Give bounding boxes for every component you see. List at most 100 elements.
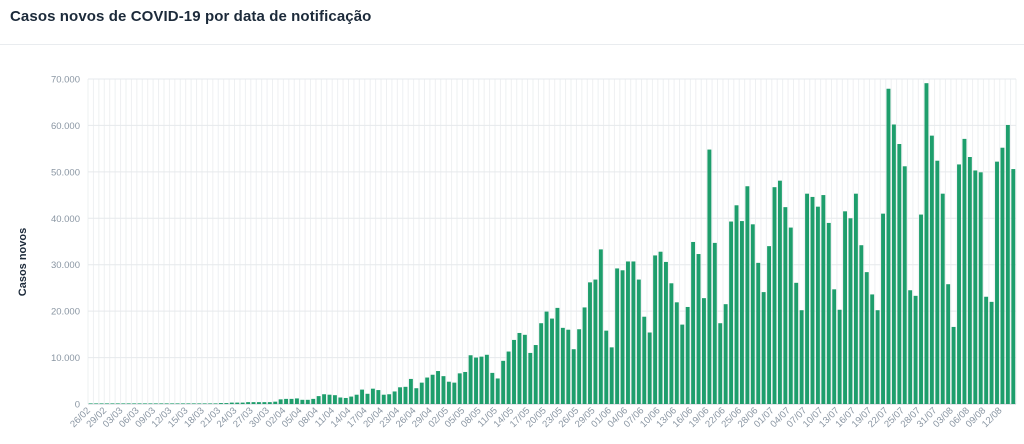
bar bbox=[463, 371, 468, 404]
bar bbox=[398, 387, 403, 404]
bar bbox=[197, 403, 202, 404]
y-tick-label: 0 bbox=[75, 400, 80, 411]
bar bbox=[186, 403, 191, 404]
bar bbox=[484, 354, 489, 404]
bar bbox=[669, 283, 674, 404]
bar bbox=[626, 261, 630, 404]
bar bbox=[685, 306, 690, 404]
bar bbox=[294, 398, 299, 404]
bar bbox=[164, 403, 169, 404]
bar bbox=[853, 193, 858, 404]
bar bbox=[474, 357, 478, 404]
bar bbox=[723, 304, 728, 404]
bar bbox=[528, 352, 533, 404]
bar bbox=[322, 394, 327, 404]
bar bbox=[338, 397, 343, 404]
bar bbox=[430, 374, 435, 404]
bar bbox=[832, 289, 837, 404]
bar bbox=[343, 397, 348, 404]
bar bbox=[533, 345, 538, 404]
bar bbox=[935, 160, 940, 404]
bar bbox=[262, 402, 267, 404]
bar bbox=[202, 403, 207, 404]
bar bbox=[235, 402, 240, 404]
bar bbox=[859, 245, 864, 404]
bar bbox=[989, 301, 994, 404]
bar bbox=[615, 268, 620, 404]
bar bbox=[99, 403, 104, 404]
bar bbox=[251, 402, 256, 404]
bar bbox=[647, 332, 652, 404]
bar bbox=[598, 249, 603, 404]
bar bbox=[219, 403, 223, 404]
bar bbox=[940, 193, 945, 404]
bar bbox=[696, 254, 701, 404]
bar bbox=[522, 334, 527, 404]
bar bbox=[881, 213, 885, 404]
bar bbox=[984, 296, 989, 404]
bar bbox=[490, 372, 495, 404]
bar bbox=[273, 401, 278, 404]
bar bbox=[718, 323, 723, 404]
bar bbox=[170, 403, 175, 404]
bar bbox=[495, 378, 500, 404]
bar bbox=[875, 310, 880, 404]
bar bbox=[799, 310, 804, 404]
bar bbox=[620, 270, 625, 404]
bar bbox=[305, 399, 310, 404]
bar bbox=[951, 326, 956, 404]
bar bbox=[995, 161, 999, 404]
bar bbox=[843, 211, 848, 404]
y-tick-label: 30.000 bbox=[51, 260, 80, 271]
bar bbox=[653, 255, 658, 404]
bar bbox=[246, 402, 251, 404]
bar bbox=[707, 149, 712, 404]
bar bbox=[658, 251, 663, 404]
bar bbox=[506, 351, 511, 404]
bar bbox=[284, 398, 289, 404]
bar bbox=[729, 221, 734, 404]
bar bbox=[370, 388, 375, 404]
bar bbox=[446, 381, 451, 404]
bar bbox=[311, 398, 316, 404]
bar bbox=[680, 324, 685, 404]
bar bbox=[105, 403, 109, 404]
bar bbox=[1000, 147, 1005, 404]
bar bbox=[153, 403, 158, 404]
bar bbox=[745, 186, 750, 404]
bar bbox=[436, 371, 440, 404]
bar bbox=[604, 330, 609, 404]
bar bbox=[126, 403, 131, 404]
bar bbox=[631, 261, 636, 404]
bar bbox=[419, 382, 424, 404]
bar bbox=[349, 396, 354, 404]
bars bbox=[88, 83, 1016, 404]
bar bbox=[137, 403, 142, 404]
bar bbox=[468, 355, 473, 404]
bar bbox=[571, 349, 576, 404]
bar bbox=[582, 307, 587, 404]
y-axis-ticks: 0 10.000 20.000 30.000 40.000 50.000 60.000 70.… bbox=[51, 75, 80, 411]
bar bbox=[636, 279, 641, 404]
bar bbox=[826, 222, 831, 404]
bar bbox=[593, 279, 598, 404]
bar bbox=[159, 403, 164, 404]
bar bbox=[316, 396, 321, 404]
bar bbox=[191, 403, 196, 404]
bar bbox=[957, 164, 961, 404]
bar bbox=[240, 402, 245, 404]
bar bbox=[381, 394, 386, 404]
bar bbox=[924, 83, 929, 404]
bar bbox=[110, 403, 115, 404]
bar bbox=[208, 403, 213, 404]
y-tick-label: 40.000 bbox=[51, 214, 80, 225]
bar bbox=[919, 214, 923, 404]
bar bbox=[761, 292, 766, 404]
bar bbox=[143, 403, 147, 404]
bar bbox=[1005, 124, 1010, 404]
bar bbox=[267, 402, 272, 404]
bar bbox=[327, 394, 332, 404]
bar bbox=[788, 227, 793, 404]
bar bbox=[886, 88, 891, 404]
bar bbox=[213, 403, 218, 404]
